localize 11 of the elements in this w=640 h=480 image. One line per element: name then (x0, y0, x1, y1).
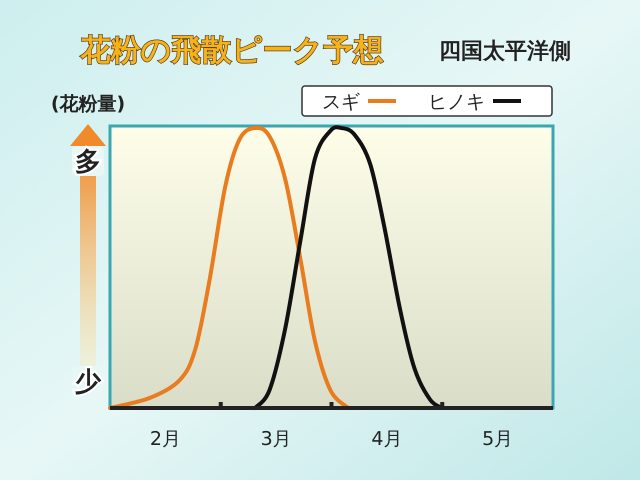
chart-title: 花粉の飛散ピーク予想 (80, 33, 384, 68)
x-tick-label: 2月 (150, 428, 181, 450)
legend-label: スギ (322, 91, 360, 113)
legend-label: ヒノキ (428, 91, 485, 113)
text: 少 (75, 367, 102, 397)
text: 多 (75, 147, 101, 177)
chart-subtitle: 四国太平洋側 (439, 39, 571, 64)
y-axis-title: (花粉量) (50, 93, 126, 115)
x-tick-label: 3月 (260, 428, 292, 450)
x-tick-label: 5月 (482, 428, 514, 450)
x-tick-label: 4月 (371, 428, 402, 450)
